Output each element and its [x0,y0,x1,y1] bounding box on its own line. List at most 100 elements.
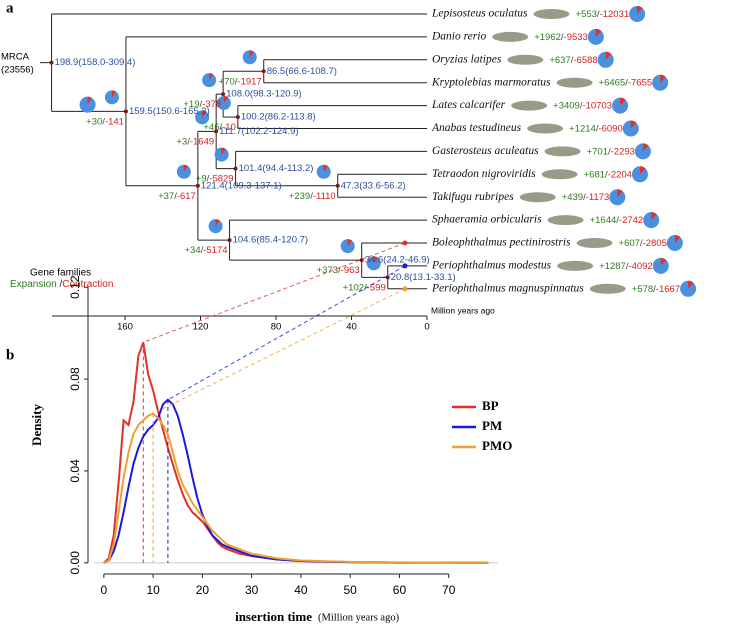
fish-icon [492,31,529,42]
gene-family-change: +239/-1110 [289,190,336,201]
separator: / [596,123,599,134]
gene-family-change: +607/-2805 [619,238,667,249]
contraction: -1110 [313,190,336,201]
connector-dot [402,286,408,292]
separator: / [207,173,210,184]
expansion: +701 [587,146,608,157]
y-tick-label: 0.04 [68,459,82,483]
node-age: 198.9(158.0-309.4) [55,57,136,68]
time-tick-label: 120 [193,322,209,333]
contraction: -963 [341,265,360,276]
expansion: +373 [317,265,338,276]
fish-icon [519,192,556,203]
separator: / [201,245,204,256]
separator: / [561,31,564,42]
species-name: Anabas testudineus [431,122,522,134]
node-age: 121.4(109.3-137.1) [201,180,282,191]
species-name: Tetraodon nigroviridis [432,168,536,180]
pie-slice [111,90,117,98]
pie [242,50,257,65]
pie-slice [660,74,666,83]
expansion: +681 [584,169,605,180]
species-name: Takifugu rubripes [432,191,514,203]
pie [597,51,614,68]
contraction: -5829 [209,173,233,184]
node-age: 34.6(24.2-46.9) [365,255,430,266]
contraction: -9533 [564,31,588,42]
density-line [103,398,489,564]
separator: / [235,76,238,87]
pie-slice [620,97,626,106]
gene-family-change: +9/-5829 [196,173,234,184]
pie-slice [215,219,220,227]
expansion: +607 [619,238,640,249]
contraction: -5174 [203,245,227,256]
fish-icon [589,283,626,294]
pie-slice [249,50,254,58]
x-tick-label: 20 [196,583,210,597]
separator: / [653,283,656,294]
expansion: +578 [632,283,653,294]
x-tick-label: 40 [294,583,308,597]
connector [152,288,406,414]
expansion: +553 [576,9,597,20]
expansion: +34 [184,245,200,256]
fish-icon [541,169,578,180]
contraction: -378 [202,99,221,110]
species-name: Sphaeramia orbicularis [432,214,542,226]
separator: / [580,100,583,111]
contraction: -2204 [608,169,632,180]
fish-icon [533,9,570,19]
separator: / [59,279,62,290]
contraction: -6090 [598,123,622,134]
node-age: 159.5(150.6-165.3) [129,106,210,117]
expansion: +37 [158,190,174,201]
time-tick-label: 40 [346,322,357,333]
root-name: MRCA [1,52,30,63]
panel-label: a [6,0,14,16]
contraction: -2805 [643,238,667,249]
separator: / [364,282,367,293]
gene-family-change: +439/-1173 [562,192,610,203]
legend-title: Gene families [30,268,91,279]
expansion: +30 [86,116,102,127]
contraction: -617 [177,190,196,201]
contraction: -10 [222,122,236,133]
expansion: +239 [289,190,310,201]
x-tick-label: 30 [245,583,259,597]
pie-slice [642,143,649,152]
separator: / [187,136,190,147]
y-tick-label: 0.00 [68,551,82,575]
x-tick-label: 50 [344,583,358,597]
legend-label: PMO [482,438,512,453]
legend-label: PM [482,418,502,433]
expansion: +102 [343,282,364,293]
legend-contraction: Contraction [62,279,113,290]
expansion: +1214 [569,123,596,134]
contraction: -4092 [628,260,652,271]
x-tick-label: 10 [146,583,160,597]
pie-slice [595,28,602,37]
fish-icon [511,100,548,111]
legend-label: BP [482,398,499,413]
separator: / [199,99,202,110]
pie-slice [221,147,226,155]
pie-slice [605,51,612,60]
species-name: Oryzias latipes [432,53,502,65]
expansion: +1287 [599,260,626,271]
node-age: 20.8(13.1-33.1) [391,272,456,283]
species-name: Lepisosteus oculatus [431,8,528,20]
expansion: +1644 [590,215,617,226]
separator: / [583,192,586,203]
legend-expansion: Expansion [10,279,57,290]
gene-family-change: +19/-378 [183,99,221,110]
separator: / [625,77,628,88]
y-tick-label: 0.08 [68,367,82,391]
connector-dot [402,240,408,246]
pie-slice [660,257,667,266]
gene-family-change: +46/-10 [203,122,236,133]
gene-family-change: +553/-12031 [576,9,630,20]
gene-family-change: +701/-2293 [587,146,635,157]
expansion: +439 [562,192,583,203]
